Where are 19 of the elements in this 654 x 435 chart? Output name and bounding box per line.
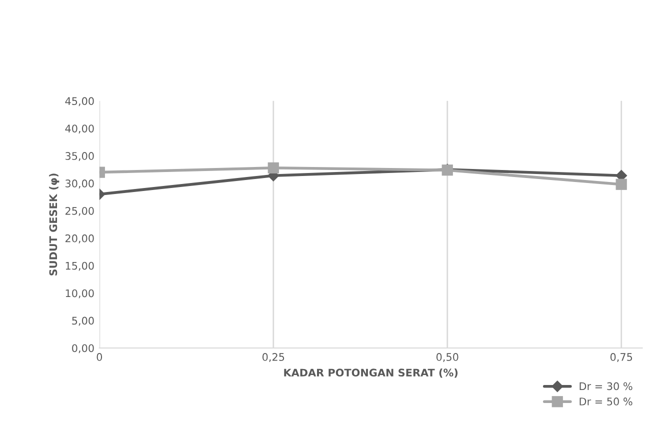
y-axis-title: SUDUT GESEK (φ) bbox=[49, 174, 60, 276]
y-tick-label: 5,00 bbox=[72, 316, 94, 326]
x-tick-label: 0,50 bbox=[436, 353, 458, 362]
x-tick-label: 0,25 bbox=[262, 353, 284, 362]
y-tick-label: 40,00 bbox=[65, 124, 94, 134]
y-tick-label: 15,00 bbox=[66, 262, 94, 271]
point bbox=[616, 178, 627, 190]
x-axis-title: KADAR POTONGAN SERAT (%) bbox=[284, 368, 458, 378]
y-tick-label: 30,00 bbox=[66, 180, 94, 188]
y-tick-label: 20,00 bbox=[65, 234, 94, 244]
y-tick-label: 10,00 bbox=[66, 289, 94, 298]
legend-label: Dr = 30 % bbox=[580, 382, 632, 390]
y-tick-label: 0,00 bbox=[72, 344, 94, 354]
y-tick-label: 45,00 bbox=[65, 97, 94, 106]
y-tick-label: 25,00 bbox=[65, 206, 94, 216]
y-tick-label: 35,00 bbox=[66, 152, 94, 161]
legend-label: Dr = 50 % bbox=[580, 398, 632, 406]
x-tick-label: 0 bbox=[96, 353, 102, 361]
x-tick-label: 0,75 bbox=[610, 353, 632, 362]
